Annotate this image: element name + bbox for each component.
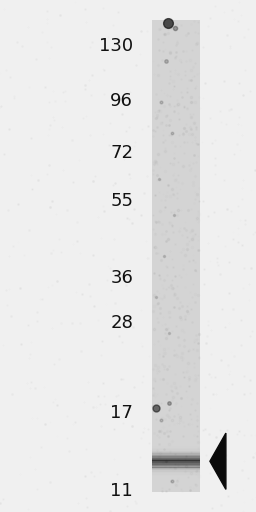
Bar [152,462,200,463]
Bar [152,471,200,472]
Bar [152,469,200,471]
Bar [152,465,200,466]
Bar [152,448,200,449]
Text: 17: 17 [110,404,133,422]
Text: 130: 130 [99,37,133,55]
Text: 11: 11 [110,482,133,500]
Text: 55: 55 [110,193,133,210]
Bar [152,458,200,459]
Bar [152,446,200,448]
Bar [152,463,200,465]
Bar [152,459,200,460]
Bar [152,472,200,473]
Bar [152,443,200,445]
Bar [152,20,200,492]
Bar [152,449,200,451]
Bar [152,456,200,458]
Text: 96: 96 [110,92,133,110]
Text: 72: 72 [110,144,133,162]
Bar [152,477,200,479]
Bar [152,445,200,446]
Bar [152,473,200,475]
Bar [152,476,200,477]
Bar [152,467,200,469]
Text: 36: 36 [110,269,133,287]
Bar [152,455,200,456]
Bar [152,460,200,462]
Polygon shape [210,433,226,489]
Text: 28: 28 [110,314,133,332]
Bar [152,452,200,454]
Bar [152,466,200,467]
Bar [152,451,200,452]
Bar [152,475,200,476]
Bar [152,454,200,455]
